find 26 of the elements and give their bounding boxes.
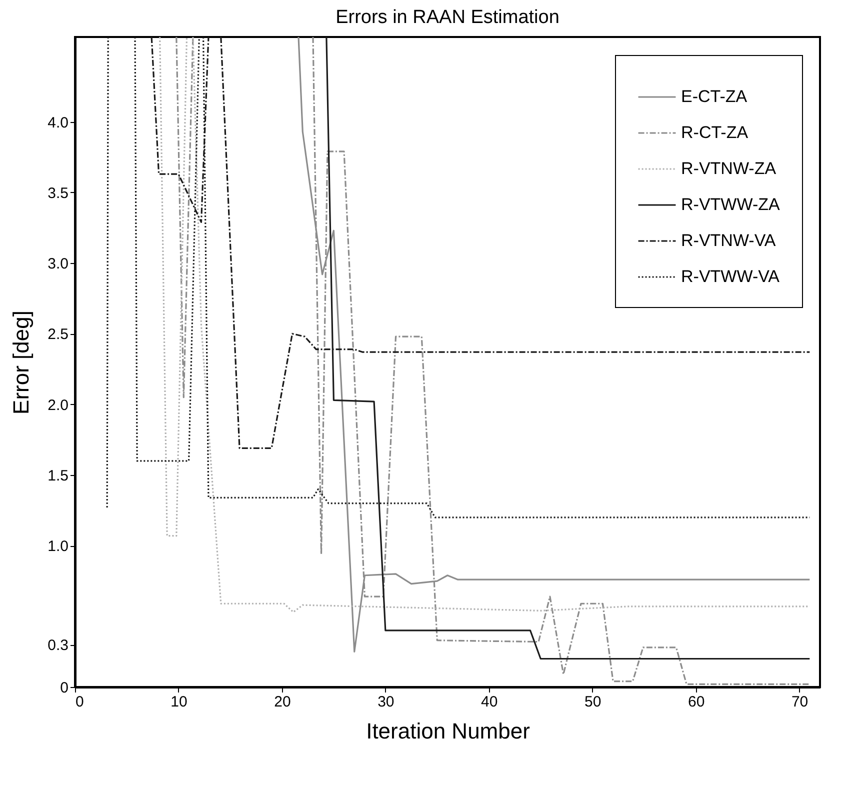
x-tick-label: 50 (584, 694, 602, 710)
x-tick-label: 40 (481, 694, 498, 710)
y-tick-label: 3.0 (48, 256, 68, 273)
y-axis-title: Error [deg] (8, 310, 34, 414)
x-tick-label: 60 (688, 694, 705, 710)
legend-label: E-CT-ZA (681, 87, 748, 106)
x-tick-label: 20 (274, 694, 291, 710)
x-tick-label: 70 (791, 694, 808, 710)
y-tick-label: 1.5 (48, 468, 68, 485)
y-tick-label: 1.0 (48, 538, 68, 556)
y-tick-label: 0.3 (48, 637, 68, 654)
chart-title: Errors in RAAN Estimation (336, 7, 560, 28)
x-axis-title: Iteration Number (366, 718, 530, 744)
legend-label: R-VTNW-ZA (681, 159, 777, 178)
y-tick-label: 2.0 (48, 396, 68, 414)
y-tick-label: 2.5 (48, 326, 68, 344)
y-tick-label: 0 (60, 680, 68, 696)
y-tick-label: 3.5 (48, 184, 68, 202)
legend-label: R-VTNW-VA (681, 231, 776, 250)
x-tick-label: 30 (378, 694, 394, 710)
legend-label: R-VTWW-ZA (681, 195, 780, 214)
y-tick-label: 4.0 (48, 114, 68, 132)
x-tick-label: 10 (170, 694, 188, 710)
x-tick-label: 0 (76, 694, 84, 710)
legend-label: R-CT-ZA (681, 123, 749, 142)
legend-label: R-VTWW-VA (681, 267, 780, 286)
